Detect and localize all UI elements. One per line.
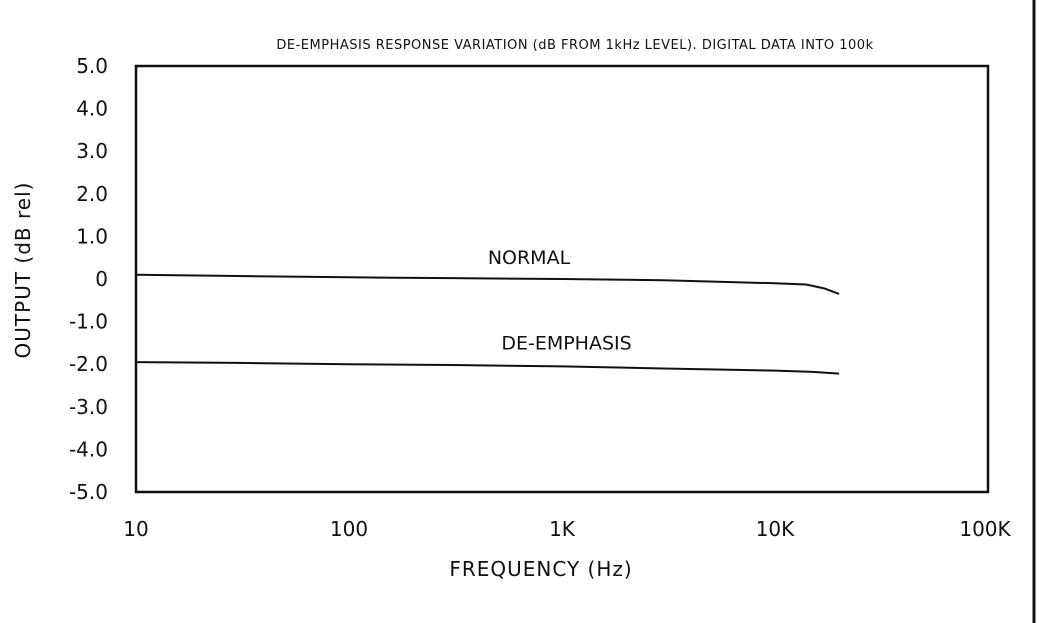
y-tick-label: 2.0 bbox=[76, 182, 108, 206]
x-tick-label: 10 bbox=[123, 517, 148, 541]
x-axis-label: FREQUENCY (Hz) bbox=[449, 557, 632, 581]
x-axis-tick-labels: 10 100 1K 10K 100K bbox=[123, 517, 1011, 541]
chart-title: DE-EMPHASIS RESPONSE VARIATION (dB FROM … bbox=[276, 38, 873, 53]
y-axis-label: OUTPUT (dB rel) bbox=[11, 182, 35, 359]
y-tick-label: 1.0 bbox=[76, 224, 108, 248]
x-tick-label: 100 bbox=[330, 517, 368, 541]
series-line-de-emphasis bbox=[135, 361, 840, 375]
y-axis-tick-labels: 5.0 4.0 3.0 2.0 1.0 0 -1.0 -2.0 -3.0 -4.0 -5.0 bbox=[69, 54, 108, 504]
y-tick-label: -4.0 bbox=[69, 437, 108, 461]
series-group: NORMAL DE-EMPHASIS bbox=[135, 247, 840, 375]
series-label-normal: NORMAL bbox=[488, 247, 571, 269]
x-tick-label: 100K bbox=[959, 517, 1011, 541]
y-tick-label: 0 bbox=[95, 267, 108, 291]
y-tick-label: -2.0 bbox=[69, 352, 108, 376]
x-tick-label: 1K bbox=[549, 517, 576, 541]
y-tick-label: -1.0 bbox=[69, 310, 108, 334]
y-tick-label: -5.0 bbox=[69, 480, 108, 504]
series-label-de-emphasis: DE-EMPHASIS bbox=[501, 332, 631, 354]
plot-area-frame bbox=[134, 64, 990, 494]
x-tick-label: 10K bbox=[756, 517, 795, 541]
y-tick-label: 3.0 bbox=[76, 139, 108, 163]
y-tick-label: -3.0 bbox=[69, 395, 108, 419]
y-tick-label: 5.0 bbox=[76, 54, 108, 78]
series-line-normal bbox=[135, 273, 840, 295]
y-tick-label: 4.0 bbox=[76, 97, 108, 121]
